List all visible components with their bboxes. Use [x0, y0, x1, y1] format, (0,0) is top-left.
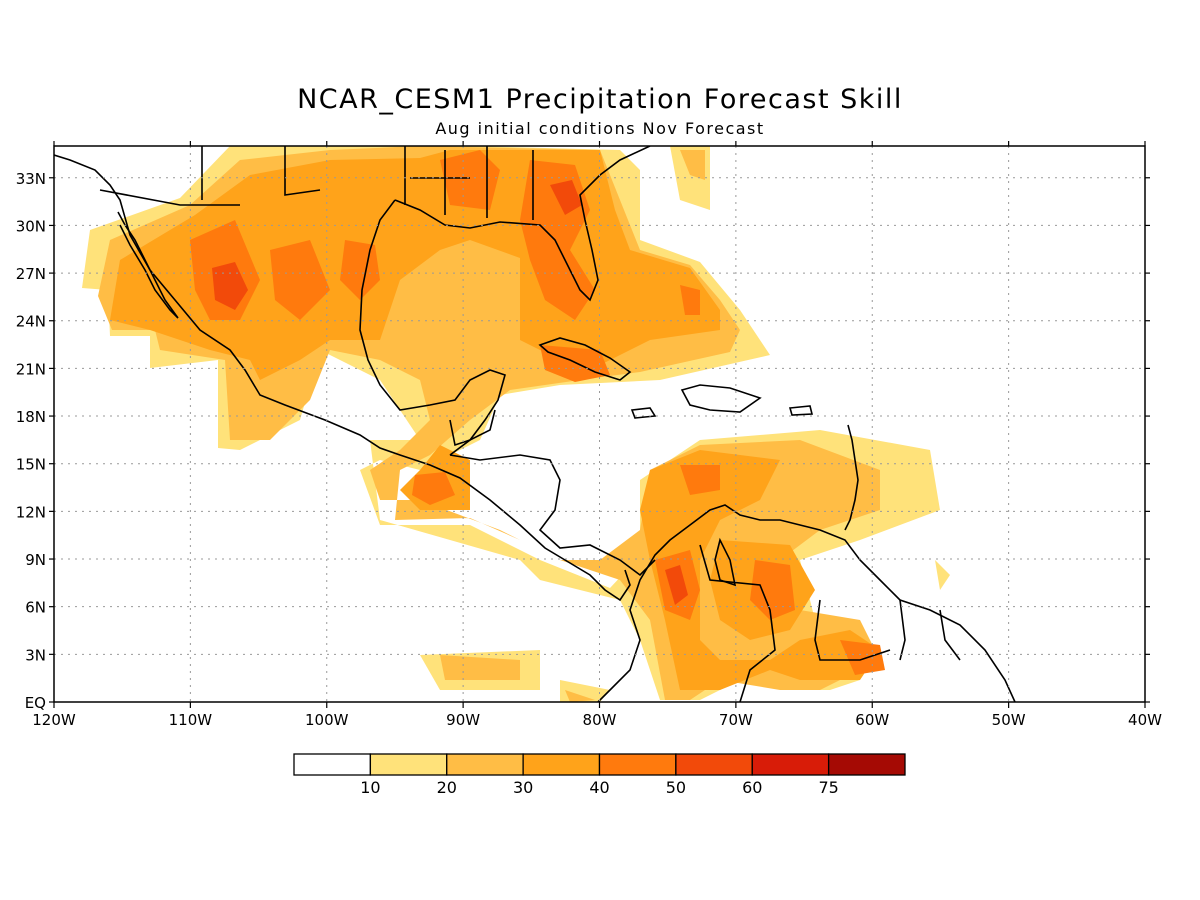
y-tick-label: 12N	[16, 503, 46, 521]
coastlines	[54, 146, 1016, 702]
x-tick-label: 70W	[719, 711, 753, 729]
colorbar-label: 40	[589, 778, 609, 797]
colorbar-label: 10	[360, 778, 380, 797]
y-tick-label: 33N	[16, 170, 46, 188]
x-tick-label: 120W	[32, 711, 76, 729]
x-tick-label: 100W	[305, 711, 349, 729]
axes: 120W 110W 100W 90W 80W 70W 60W 50W 40W EQ 3N 6N 9N 12…	[16, 141, 1162, 729]
colorbar-swatch	[598, 753, 677, 776]
colorbar: 10 20 30 40 50 60 75	[293, 753, 906, 797]
x-tick-label: 60W	[855, 711, 889, 729]
map-title: NCAR_CESM1 Precipitation Forecast Skill	[297, 84, 903, 115]
map-subtitle: Aug initial conditions Nov Forecast	[435, 119, 765, 138]
colorbar-swatch	[522, 753, 601, 776]
colorbar-label: 75	[818, 778, 838, 797]
colorbar-swatch	[446, 753, 524, 776]
y-tick-label: 18N	[16, 408, 46, 426]
x-tick-label: 80W	[583, 711, 617, 729]
colorbar-label: 30	[513, 778, 533, 797]
y-tick-label: 24N	[16, 313, 46, 331]
y-tick-label: 15N	[16, 456, 46, 474]
skill-shading	[82, 146, 950, 702]
colorbar-label: 20	[437, 778, 457, 797]
grid-lines	[54, 146, 1145, 702]
y-tick-label: 21N	[16, 360, 46, 378]
y-tick-label: EQ	[25, 694, 46, 712]
colorbar-swatch	[369, 753, 448, 776]
x-tick-label: 50W	[992, 711, 1026, 729]
y-tick-label: 6N	[25, 599, 46, 617]
x-tick-label: 40W	[1128, 711, 1162, 729]
x-tick-label: 90W	[446, 711, 480, 729]
y-tick-label: 9N	[25, 551, 46, 569]
y-tick-label: 27N	[16, 265, 46, 283]
colorbar-label: 60	[742, 778, 762, 797]
colorbar-swatch	[675, 753, 753, 776]
y-tick-label: 3N	[25, 646, 46, 664]
colorbar-swatch	[293, 753, 372, 776]
x-tick-label: 110W	[169, 711, 213, 729]
colorbar-label: 50	[666, 778, 686, 797]
colorbar-swatch	[751, 753, 830, 776]
colorbar-swatch	[827, 753, 906, 776]
y-tick-label: 30N	[16, 217, 46, 235]
